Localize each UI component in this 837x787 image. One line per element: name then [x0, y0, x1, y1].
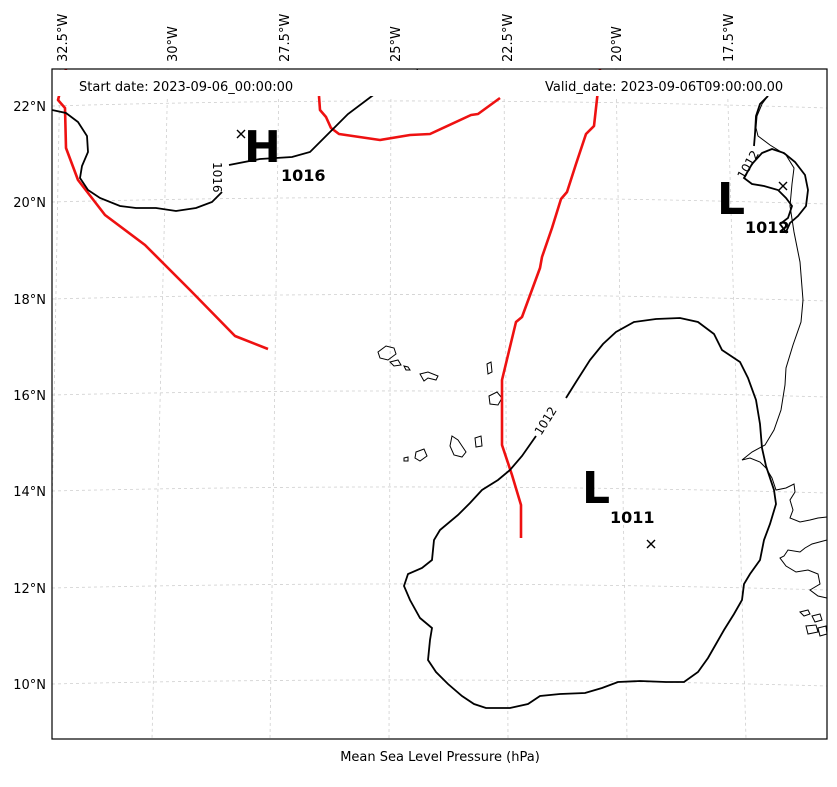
africa-coastline-south — [779, 539, 827, 599]
low-center-east-x-marker — [778, 181, 788, 191]
lat-tick-label: 12°N — [13, 582, 46, 597]
lat-tick-label: 10°N — [13, 678, 46, 693]
cape-verde-sal — [486, 361, 493, 375]
low-pressure-center-south: L 1011 — [582, 463, 656, 549]
contour-label-1012-east: 1012 — [734, 148, 761, 181]
cape-verde-santo-antao — [377, 345, 397, 361]
low-center-south-value: 1011 — [610, 508, 655, 527]
high-pressure-center: H 1016 — [236, 122, 326, 185]
grid-parallel — [52, 679, 827, 687]
isobar-1012-east-loop — [742, 148, 809, 234]
grid-parallel — [52, 100, 827, 109]
grid-meridian — [151, 69, 169, 739]
map-frame — [51, 68, 828, 740]
cape-verde-sao-vicente — [389, 359, 402, 367]
front-line-east — [500, 69, 602, 538]
grid-meridian — [269, 69, 280, 739]
isobar-1012-south — [403, 317, 777, 709]
high-center-letter: H — [244, 122, 281, 173]
grid-parallel — [52, 294, 827, 302]
cape-verde-santiago — [449, 435, 467, 458]
lon-tick-label: 27.5°W — [278, 14, 293, 62]
grid-meridian — [52, 69, 61, 539]
start-date-label: Start date: 2023-09-06_00:00:00 — [79, 80, 293, 95]
isobar-1012-east — [753, 95, 769, 147]
front-line-central — [317, 95, 501, 142]
low-center-south-x-marker — [646, 539, 656, 549]
map-caption: Mean Sea Level Pressure (hPa) — [340, 750, 540, 765]
latitude-ticks: 22°N 20°N 18°N 16°N 14°N 12°N 10°N — [13, 100, 46, 693]
frontal-lines — [56, 69, 602, 538]
grid-parallel — [52, 486, 827, 494]
high-center-value: 1016 — [281, 166, 326, 185]
lat-tick-label: 18°N — [13, 293, 46, 308]
coastlines — [377, 95, 827, 637]
lon-tick-label: 32.5°W — [56, 14, 71, 62]
pressure-centers: H 1016 L 1012 L 1011 — [236, 122, 790, 549]
contour-labels: 1016 1012 1012 — [210, 148, 762, 438]
grid-meridian — [503, 69, 509, 739]
valid-date-label: Valid_date: 2023-09-06T09:00:00.00 — [545, 80, 783, 95]
grid-parallel — [52, 390, 827, 398]
lon-tick-label: 17.5°W — [722, 14, 737, 62]
cape-verde-santa-luzia — [403, 365, 411, 371]
grid-parallel — [52, 583, 827, 591]
bijagos-islands — [799, 609, 827, 637]
lon-tick-label: 30°W — [166, 26, 181, 62]
lon-tick-label: 25°W — [389, 26, 404, 62]
header-band — [53, 70, 826, 96]
grid-meridian — [388, 69, 392, 739]
cape-verde-sao-nicolau — [419, 371, 439, 382]
longitude-ticks: 32.5°W 30°W 27.5°W 25°W 22.5°W 20°W 17.5… — [56, 14, 737, 62]
lat-tick-label: 14°N — [13, 485, 46, 500]
cape-verde-brava — [403, 456, 409, 462]
low-center-south-letter: L — [582, 463, 610, 514]
lat-tick-label: 20°N — [13, 196, 46, 211]
grid-parallel — [52, 197, 827, 205]
low-center-east-value: 1012 — [745, 218, 790, 237]
low-pressure-center-east: L 1012 — [717, 174, 790, 237]
grid-meridian — [615, 69, 628, 739]
cape-verde-fogo — [414, 448, 428, 462]
cape-verde-boa-vista — [488, 391, 503, 406]
high-center-x-marker — [236, 129, 246, 139]
grid-meridian — [726, 69, 747, 739]
contour-label-1016: 1016 — [210, 162, 224, 193]
contour-label-1012-south: 1012 — [532, 404, 560, 437]
lon-tick-label: 22.5°W — [501, 14, 516, 62]
front-line-west — [56, 69, 269, 351]
lat-tick-label: 16°N — [13, 389, 46, 404]
low-center-east-letter: L — [717, 174, 745, 225]
cape-verde-maio — [474, 435, 483, 448]
graticule — [52, 69, 827, 739]
lon-tick-label: 20°W — [610, 26, 625, 62]
lat-tick-label: 22°N — [13, 100, 46, 115]
isobar-1016-west — [52, 109, 223, 212]
